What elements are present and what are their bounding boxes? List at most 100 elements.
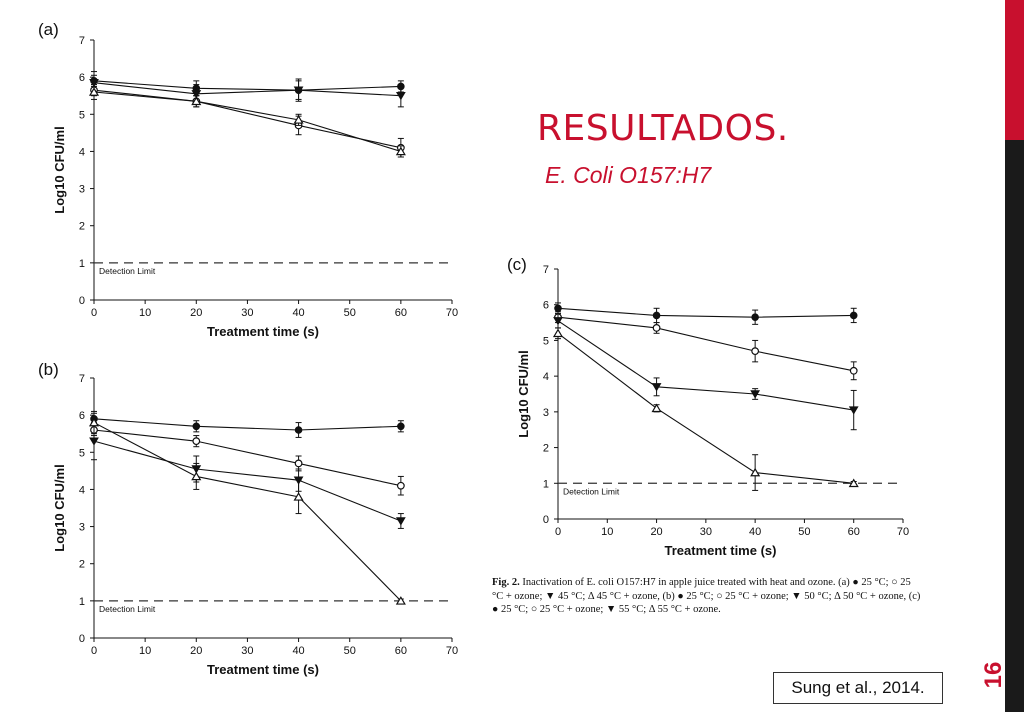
chart-c-series-2-point (750, 390, 761, 399)
chart-c-series-1-line (557, 316, 854, 372)
chart-b-y-tick-label: 2 (79, 559, 85, 571)
chart-b-x-tick-label: 60 (395, 645, 407, 657)
sidebar-dark-bar (1005, 140, 1024, 712)
chart-a-x-tick-label: 60 (395, 307, 407, 319)
chart-a-series-3-point (395, 146, 406, 156)
chart-a-detection-limit-label: Detection Limit (99, 266, 156, 276)
chart-b-series-3-line (93, 422, 402, 602)
chart-a-x-axis-label: Treatment time (s) (207, 324, 319, 339)
chart-c-x-tick-label: 40 (749, 526, 761, 538)
chart-c-series-1-point (849, 366, 858, 375)
slide-subtitle: E. Coli O157:H7 (545, 162, 712, 188)
chart-b-x-tick-label: 30 (241, 645, 253, 657)
chart-c-x-tick-label: 20 (650, 526, 662, 538)
chart-a-y-tick-label: 7 (79, 35, 85, 47)
panel-label-a: (a) (38, 20, 59, 39)
chart-c-detection-limit-label: Detection Limit (563, 486, 620, 496)
chart-a-x-tick-label: 70 (446, 307, 458, 319)
chart-b-x-tick-label: 20 (190, 645, 202, 657)
chart-a-x-tick-label: 30 (241, 307, 253, 319)
chart-b-series-0 (90, 412, 405, 438)
chart-c-series-0 (554, 302, 858, 325)
figure-caption: Fig. 2. Inactivation of E. coli O157:H7 … (492, 576, 922, 617)
chart-b-y-tick-label: 6 (79, 410, 85, 422)
chart-b-series-1-point (192, 437, 201, 446)
chart-b-series-2-line (93, 440, 402, 522)
sidebar-accent-bar (1005, 0, 1024, 140)
chart-c-y-tick-label: 5 (543, 335, 549, 347)
chart-panel-c: 0 1 2 3 4 5 6 7 0 10 20 30 40 50 60 70 Treatment time (s… (516, 264, 909, 558)
chart-b-series-1-line (93, 429, 401, 487)
chart-c-series-0-point (652, 311, 661, 320)
chart-a-series-2-point (395, 92, 406, 101)
chart-b-x-tick-label: 0 (91, 645, 97, 657)
chart-a-y-tick-label: 4 (79, 146, 85, 158)
chart-c-x-axis-label: Treatment time (s) (665, 543, 777, 558)
chart-b-series-1-point (396, 481, 405, 490)
citation-box: Sung et al., 2014. (773, 672, 943, 704)
chart-b-series-0-point (294, 426, 303, 434)
chart-panel-a: 0 1 2 3 4 5 6 7 0 10 20 30 40 50 60 70 Treatment time (s… (0, 0, 470, 350)
chart-b-series-3-point (293, 492, 304, 501)
figure-caption-text: Inactivation of E. coli O157:H7 in apple… (492, 577, 921, 615)
chart-a-y-axis-label: Log10 CFU/ml (52, 126, 67, 213)
chart-a-series-2-point (89, 79, 99, 88)
chart-c-series-0-line (557, 307, 854, 318)
chart-a-x-tick-label: 20 (190, 307, 202, 319)
chart-b-series-0-line (93, 418, 401, 431)
chart-a-series-3 (88, 84, 406, 158)
chart-c-series-3-point (651, 403, 662, 413)
chart-c-y-tick-label: 4 (543, 371, 549, 383)
chart-b-y-tick-label: 5 (79, 447, 85, 459)
chart-a-y-tick-label: 3 (79, 184, 85, 196)
chart-b-series-0-point (397, 422, 405, 431)
chart-c-series-2-point (553, 317, 563, 326)
chart-c-y-tick-label: 0 (543, 514, 549, 526)
chart-c-y-axis-label: Log10 CFU/ml (516, 350, 531, 437)
chart-b-x-tick-label: 70 (446, 645, 458, 657)
chart-a-series-3-line (93, 91, 402, 152)
chart-b-detection-limit-label: Detection Limit (99, 604, 156, 614)
chart-c-series-1-point (652, 324, 661, 332)
chart-c-series-2-point (848, 406, 859, 415)
chart-c-y-tick-label: 6 (543, 300, 549, 312)
chart-c-series-0-point (554, 304, 562, 313)
chart-c-series-3 (552, 327, 859, 491)
chart-c-series-1-point (751, 347, 760, 356)
chart-c-series-3-line (557, 332, 854, 484)
chart-c-series-1 (554, 311, 858, 381)
chart-c-series-3-point (552, 328, 564, 338)
panel-label-c: (c) (507, 255, 527, 274)
chart-b-x-axis-label: Treatment time (s) (207, 662, 319, 677)
slide-title: RESULTADOS. (537, 108, 789, 149)
chart-a-series-2-line (93, 82, 401, 97)
chart-b-series-3-point (191, 471, 202, 481)
chart-a-y-tick-label: 6 (79, 72, 85, 84)
chart-c-y-tick-label: 1 (543, 478, 549, 490)
chart-b-series-0-point (192, 422, 201, 431)
chart-a-series-3-point (293, 115, 304, 124)
chart-a-y-tick-label: 2 (79, 221, 85, 233)
chart-c-series-2-point (651, 383, 662, 392)
chart-b-series-3 (88, 410, 406, 605)
chart-c-x-tick-label: 10 (601, 526, 613, 538)
chart-a-y-tick-label: 0 (79, 295, 85, 307)
chart-b-series-3-point (395, 596, 406, 605)
chart-b-x-tick-label: 10 (139, 645, 151, 657)
chart-panel-b: 0 1 2 3 4 5 6 7 0 10 20 30 40 50 60 70 Treatment time (s… (0, 0, 470, 690)
chart-c-y-tick-label: 7 (543, 264, 549, 276)
chart-a-series-2 (89, 71, 406, 108)
chart-a-x-tick-label: 10 (139, 307, 151, 319)
chart-c-series-0-point (849, 311, 858, 320)
figure-caption-label: Fig. 2. (492, 577, 520, 588)
chart-a-x-tick-label: 40 (292, 307, 304, 319)
chart-c-x-tick-label: 70 (897, 526, 909, 538)
chart-b-x-tick-label: 50 (344, 645, 356, 657)
chart-b-series-3-point (88, 417, 100, 427)
chart-b-series-1 (90, 423, 405, 496)
chart-a-series-2-point (293, 86, 304, 95)
chart-c-x-tick-label: 60 (848, 526, 860, 538)
chart-b-series-2-point (89, 437, 99, 446)
chart-c-x-tick-label: 30 (700, 526, 712, 538)
